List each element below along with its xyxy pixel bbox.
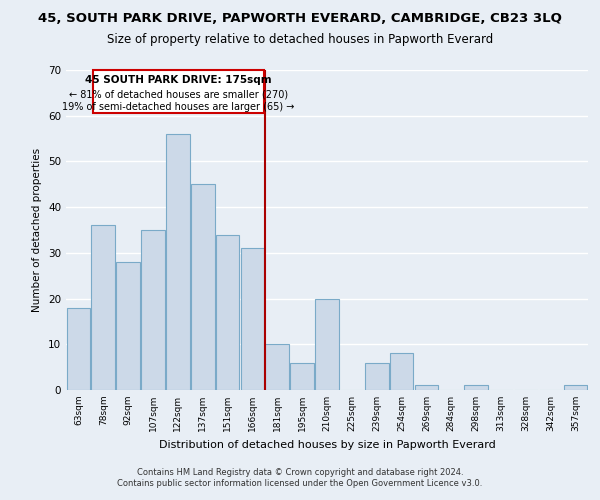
Y-axis label: Number of detached properties: Number of detached properties (32, 148, 43, 312)
Text: 45 SOUTH PARK DRIVE: 175sqm: 45 SOUTH PARK DRIVE: 175sqm (85, 76, 272, 86)
Text: ← 81% of detached houses are smaller (270): ← 81% of detached houses are smaller (27… (68, 89, 288, 99)
Bar (116, 262, 140, 390)
Bar (365, 362, 389, 390)
Bar (265, 344, 289, 390)
Bar (464, 386, 488, 390)
Text: Contains HM Land Registry data © Crown copyright and database right 2024.
Contai: Contains HM Land Registry data © Crown c… (118, 468, 482, 487)
Bar (166, 134, 190, 390)
Bar (241, 248, 264, 390)
Bar (564, 386, 587, 390)
Bar (141, 230, 165, 390)
Text: Size of property relative to detached houses in Papworth Everard: Size of property relative to detached ho… (107, 32, 493, 46)
Bar (91, 226, 115, 390)
X-axis label: Distribution of detached houses by size in Papworth Everard: Distribution of detached houses by size … (158, 440, 496, 450)
Text: 45, SOUTH PARK DRIVE, PAPWORTH EVERARD, CAMBRIDGE, CB23 3LQ: 45, SOUTH PARK DRIVE, PAPWORTH EVERARD, … (38, 12, 562, 26)
Text: 19% of semi-detached houses are larger (65) →: 19% of semi-detached houses are larger (… (62, 102, 295, 112)
Bar (216, 234, 239, 390)
Bar (415, 386, 438, 390)
Bar (67, 308, 90, 390)
Bar (290, 362, 314, 390)
Bar (390, 354, 413, 390)
Bar (315, 298, 339, 390)
FancyBboxPatch shape (93, 70, 263, 114)
Bar (191, 184, 215, 390)
